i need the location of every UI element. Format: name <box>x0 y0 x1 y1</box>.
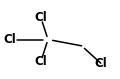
Text: Cl: Cl <box>34 11 47 24</box>
Text: Cl: Cl <box>3 33 16 46</box>
Text: Cl: Cl <box>94 57 107 70</box>
Text: Cl: Cl <box>34 55 47 68</box>
